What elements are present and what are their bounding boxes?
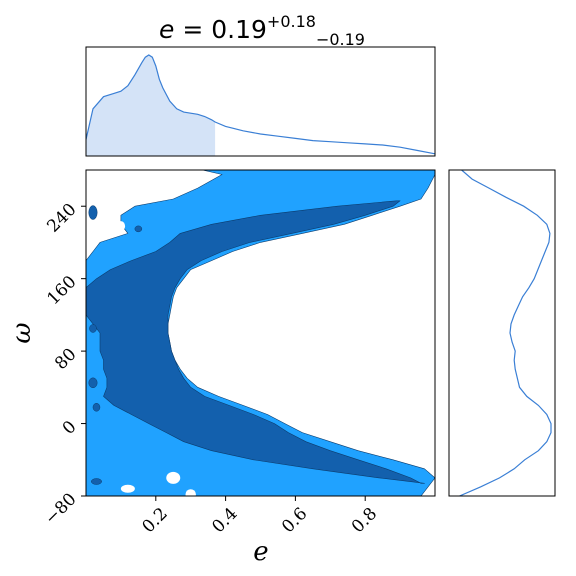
- inner-region-island-3: [92, 403, 101, 412]
- marginal-e-panel: [85, 46, 436, 157]
- y-tick-label: −80: [41, 489, 81, 529]
- y-tick-label: 240: [43, 200, 80, 237]
- y-tick-label: 80: [51, 345, 80, 374]
- title-lower-error: −0.19: [316, 30, 365, 49]
- title-variable: e: [159, 15, 174, 44]
- joint-frame: [85, 169, 436, 497]
- marginal-omega-panel: [448, 169, 556, 497]
- inner-region-island-5: [134, 225, 143, 233]
- marginal-e-density-line: [86, 54, 435, 155]
- credible-interval-fill: [86, 55, 216, 156]
- x-tick-label: 0.4: [208, 504, 241, 537]
- marginal-e-frame: [85, 46, 436, 157]
- x-tick-label: 0.6: [278, 504, 311, 537]
- inner-region-island-4: [91, 478, 102, 485]
- inner-credible-region: [86, 200, 425, 484]
- title-value: 0.19: [211, 15, 267, 44]
- title-upper-error: +0.18: [267, 12, 316, 31]
- inner-region-island-1: [89, 324, 97, 333]
- outer-region-gap-4: [120, 484, 135, 493]
- y-axis-label: ω: [7, 322, 37, 343]
- x-tick-label: 0.2: [139, 504, 172, 537]
- outer-region-gap-2: [166, 471, 181, 484]
- x-axis-label: e: [253, 537, 268, 567]
- chart-title: e = 0.19+0.18−0.19: [159, 12, 365, 49]
- title-equals: =: [174, 15, 211, 44]
- outer-region-gap-3: [185, 489, 196, 496]
- outer-region-gap-1: [116, 221, 126, 232]
- inner-region-island-2: [88, 377, 98, 389]
- y-tick-label: 0: [59, 417, 81, 439]
- joint-e-omega-panel: 0.2 0.4 0.6 0.8 −80 0 80 160 240 e ω: [7, 169, 436, 567]
- marginal-omega-density-line: [459, 170, 552, 496]
- x-tick-label: 0.8: [348, 504, 381, 537]
- marginal-omega-frame: [448, 169, 556, 497]
- inner-region-island-0: [88, 205, 98, 220]
- y-tick-label: 160: [43, 272, 80, 309]
